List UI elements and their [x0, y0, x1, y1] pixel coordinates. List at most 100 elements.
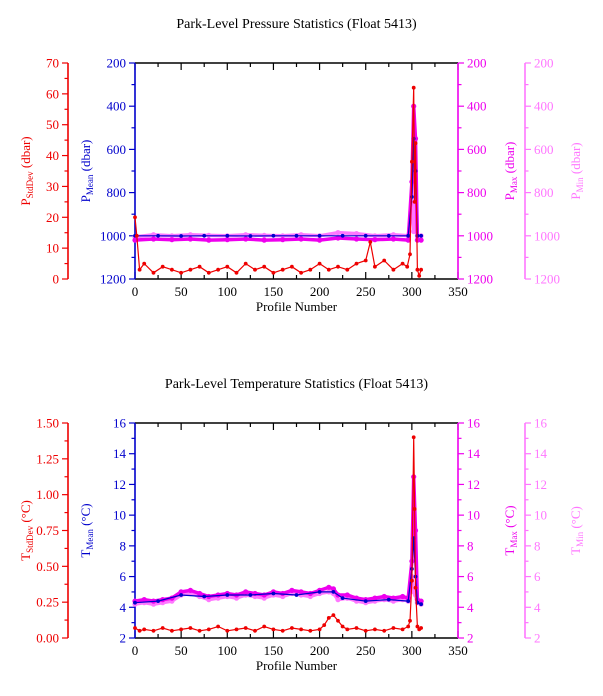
data-point-stddev: [188, 267, 193, 272]
data-point-stddev: [225, 628, 230, 633]
data-point-stddev: [299, 627, 303, 632]
min-tick-label: 1000: [534, 228, 560, 243]
data-point-mean: [363, 233, 368, 238]
data-point-stddev: [243, 626, 248, 630]
mean-axis-label-unit: (°C): [78, 503, 93, 529]
data-point-mean: [271, 591, 276, 596]
data-point-stddev: [400, 627, 405, 632]
data-point-max: [243, 236, 249, 242]
max-tick-label: 600: [467, 142, 487, 157]
chart-panel-1: Park-Level Pressure Statistics (Float 54…: [18, 17, 585, 314]
data-point-stddev: [179, 270, 184, 275]
data-point-mean: [386, 233, 391, 238]
max-axis-label-sub: Max: [509, 176, 519, 193]
data-point-mean: [340, 233, 345, 238]
max-tick-label: 800: [467, 185, 487, 200]
data-point-stddev: [133, 626, 137, 630]
series-min: [132, 168, 424, 240]
data-point-stddev: [340, 624, 345, 629]
data-point-max: [150, 236, 157, 242]
data-point-max: [418, 237, 424, 243]
data-point-stddev: [322, 623, 327, 627]
data-point-stddev: [317, 261, 322, 266]
mean-tick-label: 4: [120, 600, 127, 615]
data-point-mean: [363, 599, 368, 603]
x-tick-label: 0: [132, 643, 139, 658]
x-tick-label: 200: [310, 284, 330, 299]
min-tick-label: 6: [534, 569, 541, 584]
data-point-max: [243, 589, 249, 595]
data-point-stddev: [262, 264, 267, 269]
data-point-max: [132, 237, 138, 243]
max-tick-label: 4: [467, 600, 474, 615]
data-point-stddev: [363, 258, 368, 263]
data-point-stddev: [373, 627, 377, 632]
data-point-max: [187, 236, 193, 242]
data-point-max: [261, 237, 267, 243]
mean-tick-label: 12: [113, 477, 126, 492]
stddev-axis-label: TStdDev (°C): [18, 500, 35, 561]
data-point-stddev: [262, 624, 267, 629]
data-point-stddev: [216, 267, 221, 272]
data-point-mean: [133, 600, 137, 605]
data-point-stddev: [197, 628, 202, 633]
data-point-mean: [294, 233, 299, 238]
x-tick-label: 50: [175, 284, 188, 299]
data-point-stddev: [253, 628, 257, 633]
stddev-tick-label: 1.00: [36, 487, 59, 502]
min-axis-label: PMin (dbar): [568, 142, 585, 199]
data-point-stddev: [382, 258, 387, 263]
mean-tick-label: 6: [120, 569, 127, 584]
data-point-mean: [202, 594, 207, 599]
data-point-stddev: [382, 628, 387, 633]
data-point-stddev: [408, 618, 412, 623]
data-point-max: [372, 595, 378, 601]
data-point-max: [400, 593, 406, 600]
data-point-mean: [202, 233, 207, 238]
data-point-mean: [179, 593, 184, 597]
data-point-stddev: [354, 626, 359, 630]
max-tick-label: 16: [467, 416, 481, 431]
mean-tick-label: 16: [113, 416, 127, 431]
data-point-stddev: [308, 628, 313, 633]
data-point-max: [280, 590, 286, 597]
data-point-mean: [331, 590, 336, 594]
x-tick-label: 100: [218, 643, 238, 658]
data-point-mean: [225, 233, 230, 238]
stddev-axis-label-unit: (dbar): [18, 136, 33, 171]
x-tick-label: 350: [448, 643, 468, 658]
data-point-mean: [225, 593, 230, 597]
mean-axis-label-main: T: [78, 550, 93, 558]
min-tick-label: 4: [534, 600, 541, 615]
data-point-stddev: [411, 85, 416, 90]
data-point-stddev: [415, 267, 420, 272]
data-point-max: [381, 593, 387, 600]
data-point-stddev: [405, 264, 410, 269]
stddev-tick-label: 0.00: [36, 631, 59, 646]
chart-title: Park-Level Pressure Statistics (Float 54…: [176, 17, 417, 32]
min-axis-label-unit: (°C): [568, 506, 583, 532]
data-point-max: [261, 592, 267, 598]
min-tick-label: 14: [534, 446, 548, 461]
x-tick-label: 0: [132, 284, 139, 299]
data-point-max: [418, 598, 424, 604]
data-point-stddev: [271, 627, 276, 632]
mean-tick-label: 1000: [100, 228, 126, 243]
data-point-stddev: [336, 618, 340, 623]
max-axis-label: PMax (dbar): [502, 142, 519, 201]
data-point-mean: [340, 596, 345, 600]
data-point-stddev: [391, 267, 396, 272]
data-point-mean: [419, 233, 423, 238]
data-point-stddev: [412, 200, 417, 204]
data-point-stddev: [410, 578, 414, 583]
data-point-stddev: [234, 627, 239, 632]
data-point-min: [335, 230, 341, 236]
data-point-stddev: [216, 624, 221, 629]
data-point-stddev: [336, 264, 340, 269]
min-tick-label: 16: [534, 416, 548, 431]
mean-axis-label-sub: Mean: [85, 529, 95, 550]
data-point-stddev: [373, 264, 377, 269]
min-tick-label: 12: [534, 477, 547, 492]
min-tick-label: 800: [534, 185, 554, 200]
data-point-mean: [386, 597, 391, 602]
